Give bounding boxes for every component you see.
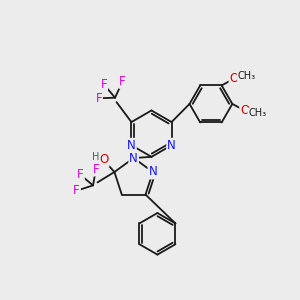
- Text: F: F: [93, 163, 99, 176]
- Text: O: O: [230, 72, 239, 86]
- Text: CH₃: CH₃: [238, 71, 256, 81]
- Text: N: N: [167, 139, 176, 152]
- Text: F: F: [74, 184, 80, 197]
- Text: H: H: [92, 152, 99, 161]
- Text: F: F: [100, 78, 107, 91]
- Text: N: N: [129, 152, 138, 164]
- Text: O: O: [240, 104, 249, 117]
- Text: F: F: [119, 75, 126, 88]
- Text: F: F: [95, 92, 102, 105]
- Text: CH₃: CH₃: [248, 108, 266, 118]
- Text: O: O: [99, 153, 109, 166]
- Text: F: F: [77, 169, 84, 182]
- Text: N: N: [148, 166, 157, 178]
- Text: N: N: [127, 139, 136, 152]
